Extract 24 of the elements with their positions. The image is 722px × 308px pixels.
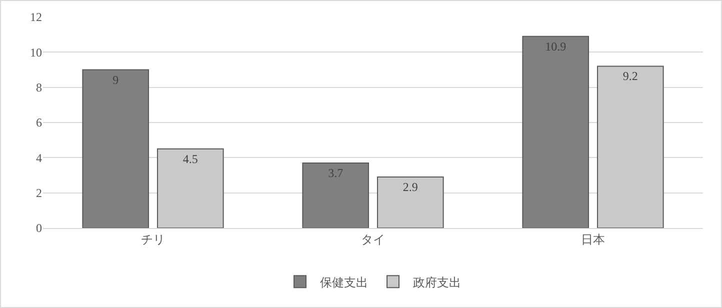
y-tick-label: 12 — [30, 10, 42, 24]
bar — [82, 69, 150, 228]
bar — [302, 162, 370, 228]
y-tick-label: 6 — [36, 116, 42, 130]
bar — [376, 176, 444, 228]
data-label: 9 — [112, 72, 119, 87]
x-tick-label: チリ — [141, 232, 165, 246]
x-tick-label: タイ — [361, 232, 385, 246]
bar — [522, 36, 590, 228]
data-label: 9.2 — [622, 69, 638, 84]
data-label: 2.9 — [402, 180, 418, 194]
legend-label: 政府支出 — [413, 275, 461, 290]
data-label: 3.7 — [328, 166, 344, 180]
data-label: 4.5 — [182, 152, 198, 166]
bar — [596, 66, 664, 228]
y-tick-label: 8 — [36, 80, 42, 95]
y-tick-label: 0 — [36, 221, 42, 236]
data-label: 10.9 — [545, 39, 566, 54]
legend-label: 保健支出 — [320, 275, 368, 290]
bar — [156, 148, 224, 228]
y-tick-label: 10 — [30, 45, 42, 60]
x-tick-label: 日本 — [581, 232, 605, 246]
y-tick-label: 4 — [36, 150, 42, 165]
y-tick-label: 2 — [36, 186, 42, 200]
